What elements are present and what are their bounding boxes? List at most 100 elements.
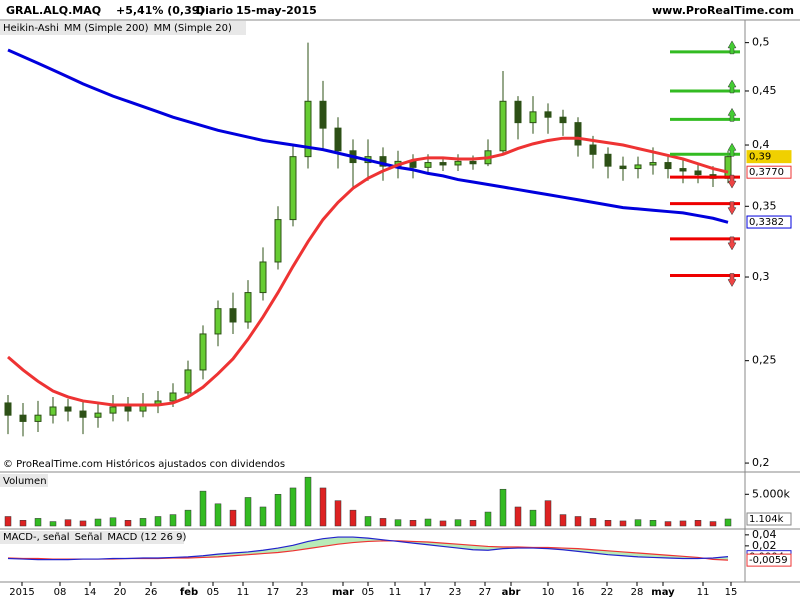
value-badge xyxy=(746,553,792,567)
volume-bar xyxy=(559,514,567,527)
x-tick-label: mar xyxy=(332,587,354,598)
moving-average xyxy=(7,136,729,407)
candle-body xyxy=(574,122,582,146)
x-tick-label: 11 xyxy=(389,587,402,598)
candle-body xyxy=(4,402,12,416)
x-tick-label: 11 xyxy=(697,587,710,598)
volume-bar xyxy=(94,518,102,527)
candle-body xyxy=(649,162,657,166)
candle-body xyxy=(589,144,597,155)
candle-body xyxy=(559,116,567,124)
y-tick-label: 0,35 xyxy=(752,199,777,212)
volume-bar xyxy=(454,519,462,527)
candle-body xyxy=(334,127,342,152)
level-arrow xyxy=(727,201,737,216)
candle-body xyxy=(229,308,237,323)
value-badge-label: 0,39 xyxy=(749,152,771,163)
candle-body xyxy=(514,100,522,124)
level-arrow xyxy=(727,273,737,287)
volume-bar xyxy=(544,500,552,527)
volume-bar xyxy=(634,519,642,527)
candle-body xyxy=(619,165,627,170)
moving-average xyxy=(7,48,729,224)
level-arrow xyxy=(727,79,737,94)
x-tick-label: may xyxy=(651,587,675,598)
value-badge xyxy=(746,165,792,179)
y-tick-label: 0,5 xyxy=(752,36,770,49)
candle-body xyxy=(34,414,42,422)
volume-bar xyxy=(229,509,237,527)
volume-bar xyxy=(409,520,417,527)
candle-body xyxy=(274,219,282,263)
x-tick-label: 14 xyxy=(84,587,97,598)
volume-bar xyxy=(214,503,222,527)
volume-bar xyxy=(49,521,57,527)
panel-title: Volumen xyxy=(3,476,47,487)
candle-body xyxy=(469,160,477,165)
x-tick-label: 20 xyxy=(114,587,127,598)
volume-bar xyxy=(469,520,477,527)
candle-body xyxy=(259,261,267,294)
candle-body xyxy=(454,160,462,166)
volume-bar xyxy=(619,520,627,527)
x-tick-label: 22 xyxy=(601,587,614,598)
period: Diario xyxy=(196,4,234,17)
candle-body xyxy=(634,164,642,170)
volume-bar xyxy=(274,494,282,527)
x-tick-label: 27 xyxy=(479,587,492,598)
candle-body xyxy=(19,414,27,422)
legend-box xyxy=(0,21,246,35)
volume-bar xyxy=(349,509,357,527)
x-tick-label: 10 xyxy=(542,587,555,598)
candle-body xyxy=(184,369,192,394)
value-badge-label: 0,3770 xyxy=(749,167,784,178)
y-tick-label: 0,4 xyxy=(752,138,770,151)
y-tick-label: 0,45 xyxy=(752,84,777,97)
y-tick-label: 0,02 xyxy=(752,539,777,552)
candle-body xyxy=(679,168,687,172)
macd-line xyxy=(7,536,729,561)
value-badge xyxy=(746,150,792,164)
x-tick-label: 15 xyxy=(725,587,738,598)
value-badge-label: 0,3382 xyxy=(749,217,784,228)
chart-note: © ProRealTime.com Históricos ajustados c… xyxy=(3,458,285,470)
site: www.ProRealTime.com xyxy=(652,4,794,17)
volume-bar xyxy=(19,520,27,527)
value-badge-label: 1.104k xyxy=(749,514,784,525)
x-tick-label: 08 xyxy=(54,587,67,598)
volume-bar xyxy=(199,490,207,527)
level-arrow xyxy=(727,107,737,122)
volume-bar xyxy=(334,500,342,527)
volume-bar xyxy=(109,517,117,527)
y-tick-label: 0,25 xyxy=(752,354,777,367)
level-arrow xyxy=(727,142,737,157)
candle-body xyxy=(544,111,552,118)
volume-bar xyxy=(79,520,87,527)
candle-body xyxy=(64,406,72,412)
candle-body xyxy=(289,156,297,221)
volume-bar xyxy=(529,509,537,527)
volume-bar xyxy=(244,497,252,527)
symbol: GRAL.ALQ.MAQ xyxy=(6,4,101,17)
candle-body xyxy=(379,156,387,167)
volume-bar xyxy=(364,516,372,527)
x-tick-label: 2015 xyxy=(9,587,34,598)
value-badge xyxy=(746,512,792,526)
candle-body xyxy=(529,111,537,124)
legend-box xyxy=(0,531,184,544)
volume-bar xyxy=(679,520,687,527)
x-tick-label: 05 xyxy=(207,587,220,598)
y-tick-label: 0,2 xyxy=(752,456,770,469)
x-tick-label: 28 xyxy=(631,587,644,598)
volume-bar xyxy=(514,506,522,527)
candle-body xyxy=(94,412,102,418)
candle-body xyxy=(694,170,702,176)
candle-body xyxy=(319,100,327,129)
legend-entry: Heikin-Ashi xyxy=(3,23,59,34)
volume-bar xyxy=(34,518,42,527)
volume-bar xyxy=(139,518,147,527)
volume-bar xyxy=(379,518,387,527)
volume-bar xyxy=(484,511,492,527)
legend-box xyxy=(0,474,48,487)
